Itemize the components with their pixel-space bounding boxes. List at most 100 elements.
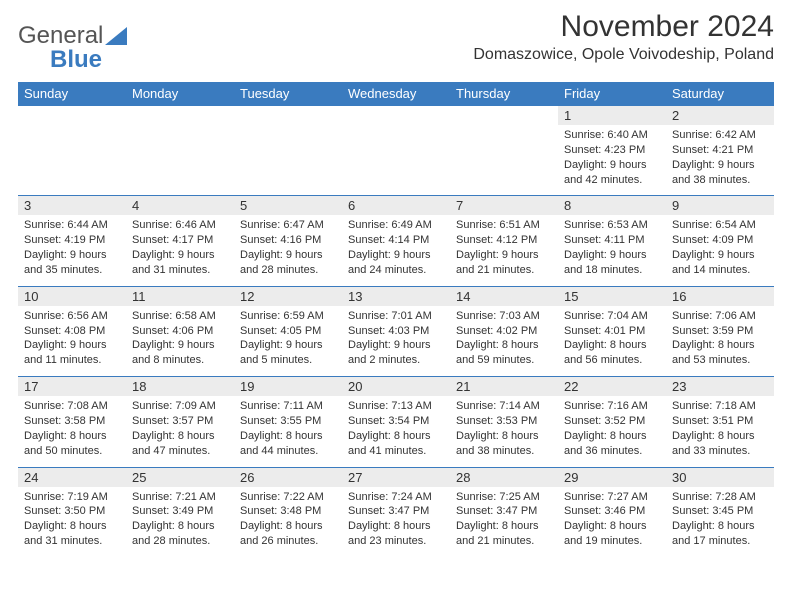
daylight-line1: Daylight: 8 hours <box>672 430 755 442</box>
sunset: Sunset: 4:01 PM <box>564 325 645 337</box>
daylight-line1: Daylight: 8 hours <box>672 520 755 532</box>
day-number: 12 <box>234 286 342 306</box>
day-number: 19 <box>234 377 342 397</box>
calendar-table: Sunday Monday Tuesday Wednesday Thursday… <box>18 82 774 557</box>
sunset: Sunset: 3:54 PM <box>348 415 429 427</box>
sunset: Sunset: 4:12 PM <box>456 234 537 246</box>
daylight-line1: Daylight: 9 hours <box>348 249 431 261</box>
day-number <box>342 106 450 126</box>
sunrise: Sunrise: 6:54 AM <box>672 219 756 231</box>
day-header-row: Sunday Monday Tuesday Wednesday Thursday… <box>18 82 774 106</box>
day-number: 17 <box>18 377 126 397</box>
logo: General <box>18 10 127 50</box>
title-block: November 2024 Domaszowice, Opole Voivode… <box>473 10 774 64</box>
daylight-line1: Daylight: 8 hours <box>564 520 647 532</box>
daynum-row: 24252627282930 <box>18 467 774 487</box>
day-cell: Sunrise: 7:28 AMSunset: 3:45 PMDaylight:… <box>666 487 774 557</box>
sunrise: Sunrise: 7:14 AM <box>456 400 540 412</box>
day-cell: Sunrise: 6:51 AM Sunset: 4:12 PM Daylight:… <box>450 215 558 286</box>
day-number: 16 <box>666 286 774 306</box>
day-cell: Sunrise: 7:06 AMSunset: 3:59 PMDaylight:… <box>666 306 774 377</box>
sunrise: Sunrise: 7:11 AM <box>240 400 323 412</box>
sunset: Sunset: 3:47 PM <box>456 505 537 517</box>
daylight-line2: and 41 minutes. <box>348 445 426 457</box>
location: Domaszowice, Opole Voivodeship, Poland <box>473 46 774 64</box>
day-number: 4 <box>126 196 234 216</box>
sunrise: Sunrise: 7:09 AM <box>132 400 216 412</box>
daylight-line1: Daylight: 8 hours <box>348 430 431 442</box>
sunrise: Sunrise: 7:01 AM <box>348 310 432 322</box>
day-number: 21 <box>450 377 558 397</box>
daylight-line1: Daylight: 8 hours <box>456 339 539 351</box>
daynum-row: 3456789 <box>18 196 774 216</box>
sunset: Sunset: 3:50 PM <box>24 505 105 517</box>
day-cell: Sunrise: 6:56 AMSunset: 4:08 PMDaylight:… <box>18 306 126 377</box>
day-cell: Sunrise: 6:59 AMSunset: 4:05 PMDaylight:… <box>234 306 342 377</box>
sunset: Sunset: 4:05 PM <box>240 325 321 337</box>
sunset: Sunset: 3:49 PM <box>132 505 213 517</box>
daylight-line2: and 38 minutes. <box>456 445 534 457</box>
sunrise: Sunrise: 7:03 AM <box>456 310 540 322</box>
daylight-line2: and 31 minutes. <box>24 535 102 547</box>
sunrise: Sunrise: 6:51 AM <box>456 219 540 231</box>
daylight-line1: Daylight: 8 hours <box>24 430 107 442</box>
daylight-line1: Daylight: 9 hours <box>24 339 107 351</box>
day-number: 27 <box>342 467 450 487</box>
day-info: Sunrise: 7:24 AMSunset: 3:47 PMDaylight:… <box>348 490 444 549</box>
daylight-line2: and 38 minutes. <box>672 174 750 186</box>
day-info: Sunrise: 7:03 AMSunset: 4:02 PMDaylight:… <box>456 309 552 368</box>
daylight-line1: Daylight: 8 hours <box>672 339 755 351</box>
daylight-line1: Daylight: 8 hours <box>24 520 107 532</box>
day-cell: Sunrise: 7:11 AMSunset: 3:55 PMDaylight:… <box>234 396 342 467</box>
sunrise: Sunrise: 6:40 AM <box>564 129 648 141</box>
day-cell: Sunrise: 6:46 AMSunset: 4:17 PMDaylight:… <box>126 215 234 286</box>
sunrise: Sunrise: 7:04 AM <box>564 310 648 322</box>
daylight-line1: Daylight: 8 hours <box>132 430 215 442</box>
day-info: Sunrise: 6:53 AMSunset: 4:11 PMDaylight:… <box>564 218 660 277</box>
sunset: Sunset: 4:21 PM <box>672 144 753 156</box>
day-cell: Sunrise: 7:01 AMSunset: 4:03 PMDaylight:… <box>342 306 450 377</box>
info-row: Sunrise: 7:08 AMSunset: 3:58 PMDaylight:… <box>18 396 774 467</box>
sunrise: Sunrise: 6:44 AM <box>24 219 108 231</box>
daylight-line1: Daylight: 9 hours <box>456 249 539 261</box>
daylight-line2: and 36 minutes. <box>564 445 642 457</box>
day-cell: Sunrise: 6:54 AMSunset: 4:09 PMDaylight:… <box>666 215 774 286</box>
day-number: 3 <box>18 196 126 216</box>
day-cell: Sunrise: 7:04 AM Sunset: 4:01 PM Daylight:… <box>558 306 666 377</box>
sunrise: Sunrise: 7:19 AM <box>24 491 108 503</box>
day-info: Sunrise: 7:11 AMSunset: 3:55 PMDaylight:… <box>240 399 336 458</box>
day-cell: Sunrise: 7:08 AMSunset: 3:58 PMDaylight:… <box>18 396 126 467</box>
day-number: 14 <box>450 286 558 306</box>
sunrise: Sunrise: 6:53 AM <box>564 219 648 231</box>
day-info: Sunrise: 6:47 AMSunset: 4:16 PMDaylight:… <box>240 218 336 277</box>
daylight-line1: Daylight: 8 hours <box>564 430 647 442</box>
sunrise: Sunrise: 6:46 AM <box>132 219 216 231</box>
day-cell <box>126 125 234 196</box>
dayhead-wed: Wednesday <box>342 82 450 106</box>
day-cell: Sunrise: 7:22 AMSunset: 3:48 PMDaylight:… <box>234 487 342 557</box>
day-info: Sunrise: 7:16 AMSunset: 3:52 PMDaylight:… <box>564 399 660 458</box>
day-cell: Sunrise: 7:16 AMSunset: 3:52 PMDaylight:… <box>558 396 666 467</box>
day-number: 24 <box>18 467 126 487</box>
daylight-line2: and 21 minutes. <box>456 535 534 547</box>
sunset: Sunset: 4:16 PM <box>240 234 321 246</box>
daylight-line1: Daylight: 9 hours <box>132 249 215 261</box>
daylight-line1: Daylight: 9 hours <box>240 249 323 261</box>
day-cell <box>234 125 342 196</box>
daylight-line2: and 24 minutes. <box>348 264 426 276</box>
day-number: 28 <box>450 467 558 487</box>
daylight-line1: Daylight: 8 hours <box>348 520 431 532</box>
sunrise: Sunrise: 6:59 AM <box>240 310 324 322</box>
sunrise: Sunrise: 7:22 AM <box>240 491 324 503</box>
day-number: 30 <box>666 467 774 487</box>
day-info: Sunrise: 7:14 AMSunset: 3:53 PMDaylight:… <box>456 399 552 458</box>
day-cell <box>342 125 450 196</box>
dayhead-mon: Monday <box>126 82 234 106</box>
daylight-line1: Daylight: 8 hours <box>564 339 647 351</box>
daylight-line1: Daylight: 9 hours <box>672 159 755 171</box>
day-number: 11 <box>126 286 234 306</box>
daynum-row: 12 <box>18 106 774 126</box>
day-number: 26 <box>234 467 342 487</box>
dayhead-thu: Thursday <box>450 82 558 106</box>
dayhead-sat: Saturday <box>666 82 774 106</box>
